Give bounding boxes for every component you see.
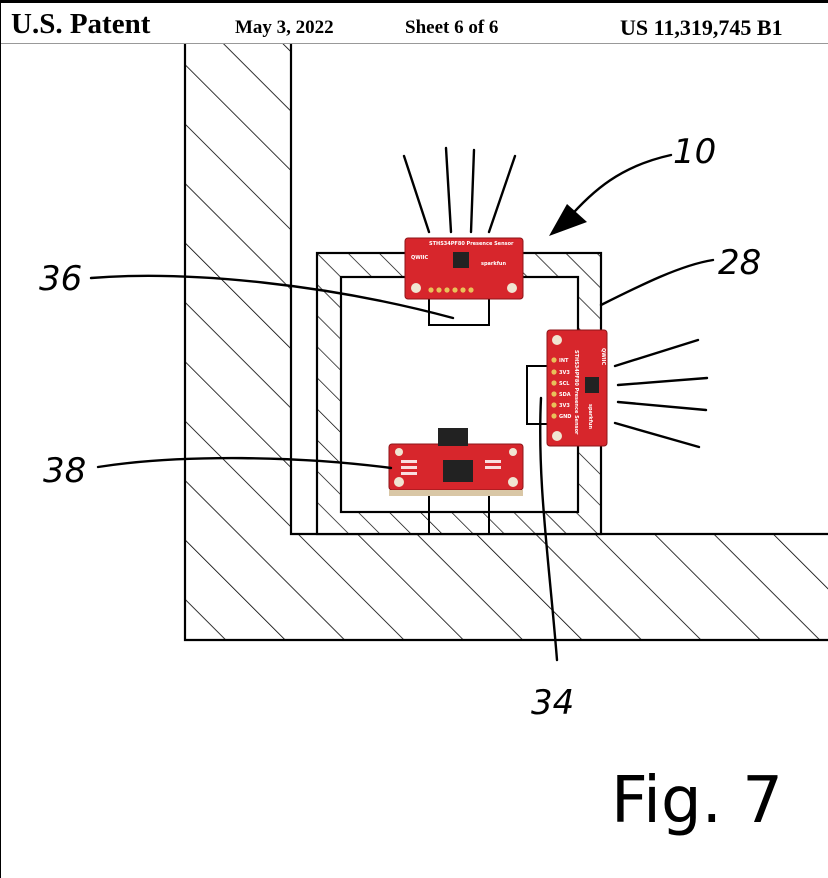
side-pin-4: SDA [559,392,571,398]
patent-number: US 11,319,745 B1 [620,15,783,40]
arrow-10-head [549,204,587,236]
ref-device: 10 [673,132,716,172]
side-board-title: STHS34PF80 Presence Sensor [573,350,579,435]
figure-label: Fig. 7 [611,764,783,838]
ref-housing: 28 [718,243,761,283]
side-pin-5: 3V3 [559,403,570,409]
side-pin-3: SCL [559,381,570,387]
controller-board [388,428,524,496]
ref-top-sensor: 36 [39,259,82,299]
side-board-logo: QWIIC [600,348,606,365]
side-sensor-rays [613,338,709,449]
patent-date: May 3, 2022 [235,17,334,38]
leader-38 [96,456,393,470]
side-board-brand: sparkfun [587,404,593,429]
patent-label: U.S. Patent [11,8,151,40]
patent-header: U.S. Patent May 3, 2022 Sheet 6 of 6 US … [1,0,828,44]
leader-lines [89,153,715,662]
top-board-title: STHS34PF80 Presence Sensor [429,241,514,247]
top-sensor-rays [402,146,517,234]
top-board-logo: QWIIC [411,255,428,261]
sheet-indicator: Sheet 6 of 6 [405,17,499,38]
side-pin-6: GND [559,414,571,420]
arrow-10-shaft [565,153,673,222]
side-pin-1: INT [559,358,569,364]
top-board-brand: sparkfun [481,261,506,267]
ref-lower-sensor: 34 [531,683,574,723]
ref-controller: 38 [43,451,86,491]
top-sensor-board: STHS34PF80 Presence Sensor QWIIC sparkfu… [404,237,524,300]
leader-34 [539,396,559,662]
leader-36 [89,274,455,320]
side-sensor-board: INT 3V3 SCL SDA 3V3 GND QWIIC sparkfun S… [546,329,608,447]
side-pin-2: 3V3 [559,370,570,376]
leader-28 [599,258,715,307]
